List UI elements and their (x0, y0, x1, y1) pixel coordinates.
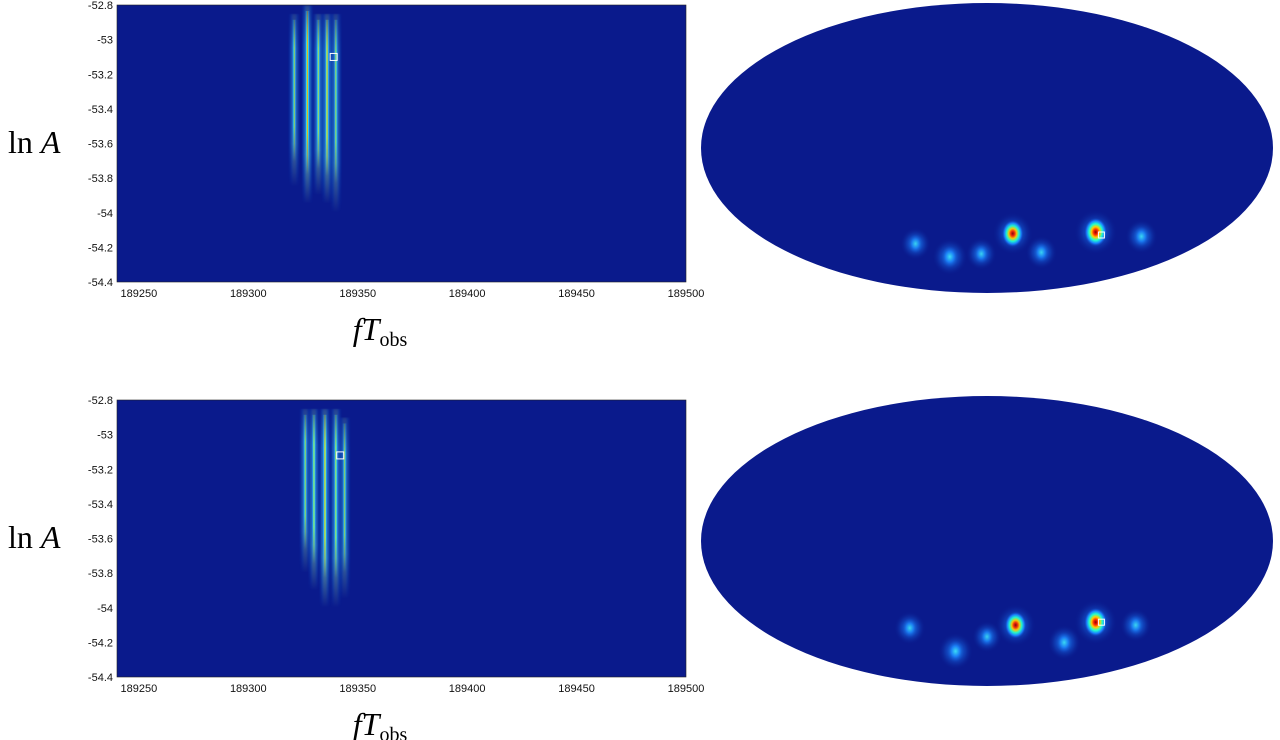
sky-blob (1083, 607, 1108, 638)
streak (302, 414, 309, 550)
plot-background (117, 5, 686, 282)
streak (310, 414, 317, 564)
sky-blob (901, 616, 919, 640)
streaks (288, 5, 342, 213)
marker-square (336, 451, 345, 460)
x-tick-label: 189250 (121, 288, 158, 300)
streak (304, 11, 311, 175)
heatmap-panel-top: -52.8 -53 -53.2 -53.4 -53.6 -53.8 -54 -54.2 -54.… (8, 0, 704, 351)
x-tick-label: 189250 (121, 683, 158, 695)
sky-blob (1054, 630, 1074, 655)
sky-marker (1097, 618, 1105, 626)
y-tick-label: -53.6 (88, 139, 113, 151)
x-tick-label: 189300 (230, 683, 267, 695)
sky-blob (1083, 217, 1108, 248)
marker-square (329, 52, 338, 61)
y-tick-label: -54.4 (88, 672, 113, 684)
sky-blob (1004, 611, 1027, 640)
sky-blobs (894, 599, 1152, 670)
y-tick-label: -53.4 (88, 499, 113, 511)
x-axis-label: fTobs (353, 311, 408, 351)
x-axis-label: fTobs (353, 706, 408, 740)
streak (341, 423, 348, 573)
plot-frame (116, 399, 687, 678)
x-tick-label: 189450 (558, 683, 595, 695)
x-tick-label: 189350 (339, 683, 376, 695)
y-tick-label: -54 (97, 208, 113, 220)
x-tick-label: 189400 (449, 683, 486, 695)
sky-blob (978, 626, 996, 648)
sky-blob (1132, 225, 1151, 248)
sky-blob (1032, 241, 1051, 264)
x-tick-label: 189500 (668, 683, 705, 695)
streak (321, 414, 328, 578)
streak (315, 19, 322, 169)
sky-map-panel-top (701, 3, 1273, 293)
sky-blob (1001, 219, 1024, 248)
sky-blob (1126, 614, 1145, 637)
y-tick-label: -53.2 (88, 464, 113, 476)
x-tick-label: 189300 (230, 288, 267, 300)
streak (324, 19, 331, 176)
x-tick-label: 189450 (558, 288, 595, 300)
plot-frame (116, 4, 687, 283)
sky-map-panel-bottom (701, 396, 1273, 686)
y-tick-label: -53 (97, 35, 113, 47)
x-tick-label: 189400 (449, 288, 486, 300)
y-tick-label: -54.2 (88, 637, 113, 649)
x-tick-label: 189500 (668, 288, 705, 300)
plot-background (117, 400, 686, 677)
y-tick-label: -52.8 (88, 395, 113, 407)
x-tick-label: 189350 (339, 288, 376, 300)
y-axis-label: ln A (8, 519, 61, 555)
sky-blob (907, 232, 924, 255)
sky-marker (1097, 231, 1105, 239)
y-tick-label: -53 (97, 430, 113, 442)
streaks (299, 408, 351, 608)
sky-blob (945, 638, 966, 664)
streak (291, 19, 298, 162)
y-tick-label: -53.6 (88, 534, 113, 546)
y-tick-label: -54.4 (88, 277, 113, 289)
heatmap-panel-bottom: -52.8 -53 -53.2 -53.4 -53.6 -53.8 -54 -54.2 -54.… (8, 395, 704, 740)
y-tick-label: -53.2 (88, 69, 113, 81)
y-tick-label: -54 (97, 603, 113, 615)
y-tick-label: -52.8 (88, 0, 113, 12)
streak (332, 414, 339, 578)
y-tick-label: -53.8 (88, 173, 113, 185)
y-tick-label: -54.2 (88, 242, 113, 254)
y-tick-label: -53.4 (88, 104, 113, 116)
sky-ellipse (701, 3, 1273, 293)
streak (332, 19, 339, 183)
sky-blob (940, 244, 960, 270)
y-tick-label: -53.8 (88, 568, 113, 580)
sky-blob (972, 243, 990, 265)
sky-blobs (900, 209, 1158, 276)
y-axis-label: ln A (8, 124, 61, 160)
